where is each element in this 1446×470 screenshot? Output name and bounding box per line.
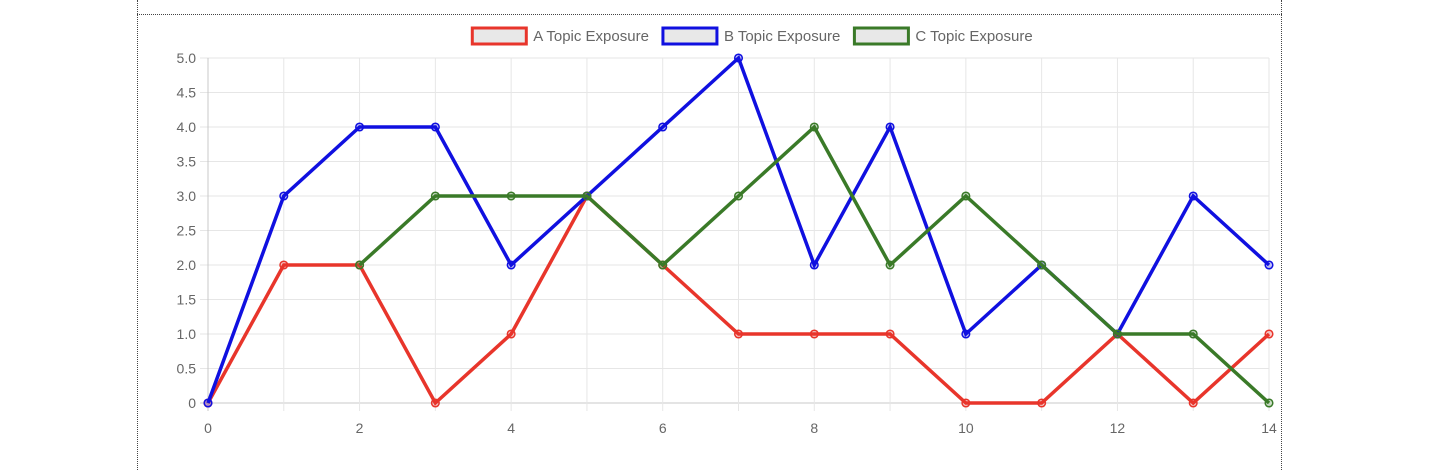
data-point[interactable] <box>961 191 971 201</box>
data-point[interactable] <box>733 191 744 201</box>
y-tick-label: 3.0 <box>177 188 197 204</box>
legend-item-b[interactable]: B Topic Exposure <box>661 26 840 46</box>
data-point[interactable] <box>809 260 819 270</box>
x-tick-label: 4 <box>507 420 515 436</box>
data-point[interactable] <box>1264 398 1274 408</box>
y-tick-label: 2.0 <box>177 257 197 273</box>
y-axis-ticks: 0 0.5 1.0 1.5 2.0 2.5 3.0 3.5 4.0 4.5 5.0 <box>177 50 197 411</box>
data-point[interactable] <box>809 329 819 339</box>
data-point[interactable] <box>1264 260 1274 270</box>
y-tick-label: 4.0 <box>177 119 197 135</box>
legend-label: B Topic Exposure <box>724 28 840 45</box>
chart-container <box>137 0 1282 470</box>
data-point[interactable] <box>203 398 213 408</box>
series-lines <box>203 53 1274 408</box>
data-point[interactable] <box>1188 191 1198 201</box>
y-tick-label: 1.5 <box>177 292 197 308</box>
y-tick-label: 3.5 <box>177 154 197 170</box>
x-tick-label: 12 <box>1110 420 1126 436</box>
x-tick-label: 2 <box>356 420 364 436</box>
y-tick-label: 5.0 <box>177 50 197 66</box>
legend-swatch <box>470 26 528 46</box>
legend-swatch <box>661 26 719 46</box>
x-tick-label: 10 <box>958 420 974 436</box>
data-point[interactable] <box>885 260 895 270</box>
series-c-group <box>355 122 1274 408</box>
data-point[interactable] <box>1037 398 1047 408</box>
top-border <box>137 14 1282 15</box>
data-point[interactable] <box>1264 329 1274 339</box>
x-tick-label: 8 <box>810 420 818 436</box>
legend[interactable]: A Topic Exposure B Topic Exposure C Topic … <box>470 26 1033 46</box>
data-point[interactable] <box>1188 329 1198 339</box>
data-point[interactable] <box>430 191 440 201</box>
legend-label: C Topic Exposure <box>915 28 1032 45</box>
data-point[interactable] <box>885 329 895 339</box>
y-tick-label: 2.5 <box>177 223 197 239</box>
data-point[interactable] <box>1037 260 1047 270</box>
legend-item-c[interactable]: C Topic Exposure <box>852 26 1033 46</box>
data-point[interactable] <box>1112 329 1122 339</box>
data-point[interactable] <box>658 122 668 132</box>
data-point[interactable] <box>1188 398 1198 408</box>
data-point[interactable] <box>961 398 971 408</box>
legend-swatch <box>852 26 910 46</box>
data-point[interactable] <box>809 122 819 132</box>
data-point[interactable] <box>733 329 744 339</box>
legend-label: A Topic Exposure <box>533 28 649 45</box>
data-point[interactable] <box>355 122 365 132</box>
data-point[interactable] <box>506 260 516 270</box>
series-line <box>206 193 1271 406</box>
data-point[interactable] <box>430 398 440 408</box>
data-point[interactable] <box>961 329 971 339</box>
y-tick-label: 0.5 <box>177 361 197 377</box>
x-tick-label: 0 <box>204 420 212 436</box>
data-point[interactable] <box>582 191 592 201</box>
legend-item-a[interactable]: A Topic Exposure <box>470 26 649 46</box>
series-line <box>358 124 1271 405</box>
x-tick-label: 14 <box>1261 420 1277 436</box>
data-point[interactable] <box>506 191 516 201</box>
y-tick-label: 4.5 <box>177 85 197 101</box>
data-point[interactable] <box>430 122 440 132</box>
x-tick-label: 6 <box>659 420 667 436</box>
grid-lines <box>200 57 1270 411</box>
data-point[interactable] <box>733 53 744 63</box>
data-point[interactable] <box>506 329 516 339</box>
y-tick-label: 1.0 <box>177 326 197 342</box>
data-point[interactable] <box>279 191 289 201</box>
data-point[interactable] <box>658 260 668 270</box>
data-point[interactable] <box>885 122 895 132</box>
data-point[interactable] <box>355 260 365 270</box>
data-point[interactable] <box>279 260 289 270</box>
x-axis-ticks: 0 2 4 6 8 10 12 14 <box>204 420 1277 436</box>
y-tick-label: 0 <box>188 395 196 411</box>
